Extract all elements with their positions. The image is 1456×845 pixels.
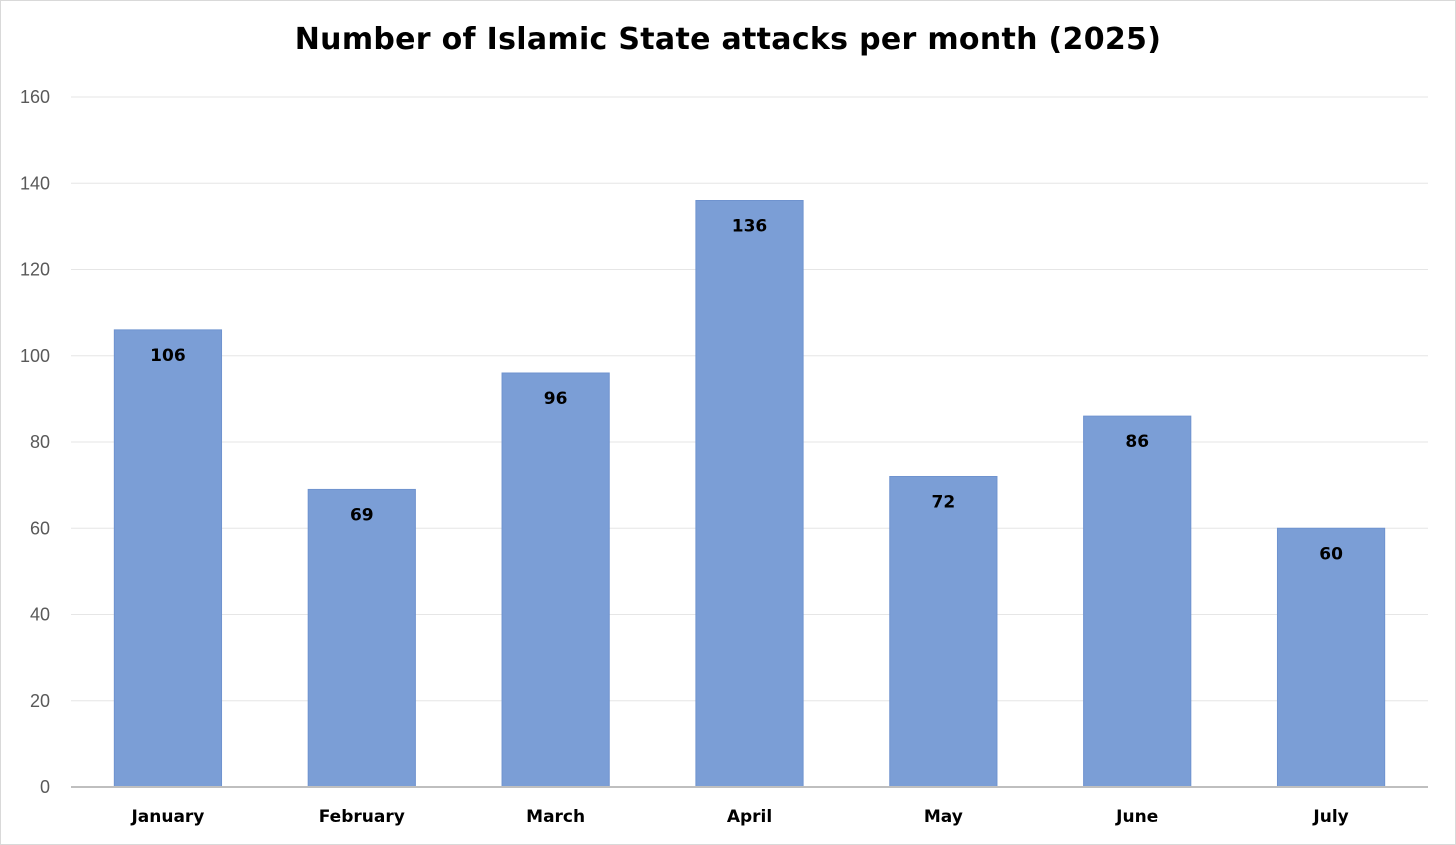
y-tick-label: 120: [20, 260, 50, 280]
y-tick-label: 80: [30, 432, 50, 452]
x-tick-label: January: [130, 807, 204, 827]
data-label-july: 60: [1319, 544, 1343, 564]
bar-july: [1276, 527, 1386, 788]
bar-june: [1083, 415, 1192, 788]
x-tick-label: March: [526, 807, 585, 827]
data-label-february: 69: [350, 505, 374, 525]
chart-title: Number of Islamic State attacks per mont…: [294, 22, 1162, 57]
data-label-may: 72: [932, 493, 956, 513]
data-label-april: 136: [732, 217, 768, 237]
x-tick-label: May: [924, 807, 963, 827]
x-tick-label: February: [319, 807, 405, 827]
y-tick-label: 40: [30, 605, 50, 625]
bars: [113, 200, 1386, 788]
y-tick-label: 100: [20, 346, 50, 366]
x-tick-label: April: [727, 807, 772, 827]
y-tick-label: 60: [30, 518, 50, 538]
x-tick-label: June: [1115, 807, 1158, 827]
data-label-january: 106: [150, 346, 186, 366]
data-label-march: 96: [544, 389, 568, 409]
data-labels: 106 69 96 136 72 86 60: [150, 217, 1343, 565]
bar-february: [307, 488, 416, 788]
x-tick-label: July: [1312, 807, 1348, 827]
y-axis-ticks: 0 20 40 60 80 100 120 140 160: [20, 87, 50, 797]
bar-march: [501, 372, 610, 788]
y-tick-label: 140: [20, 173, 50, 193]
y-tick-label: 160: [20, 87, 50, 107]
bar-may: [889, 476, 998, 788]
bar-april: [695, 200, 804, 788]
x-axis-ticks: January February March April May June July: [130, 807, 1348, 827]
data-label-june: 86: [1125, 432, 1149, 452]
bar-january: [113, 329, 223, 788]
y-tick-label: 0: [40, 777, 50, 797]
y-tick-label: 20: [30, 691, 50, 711]
